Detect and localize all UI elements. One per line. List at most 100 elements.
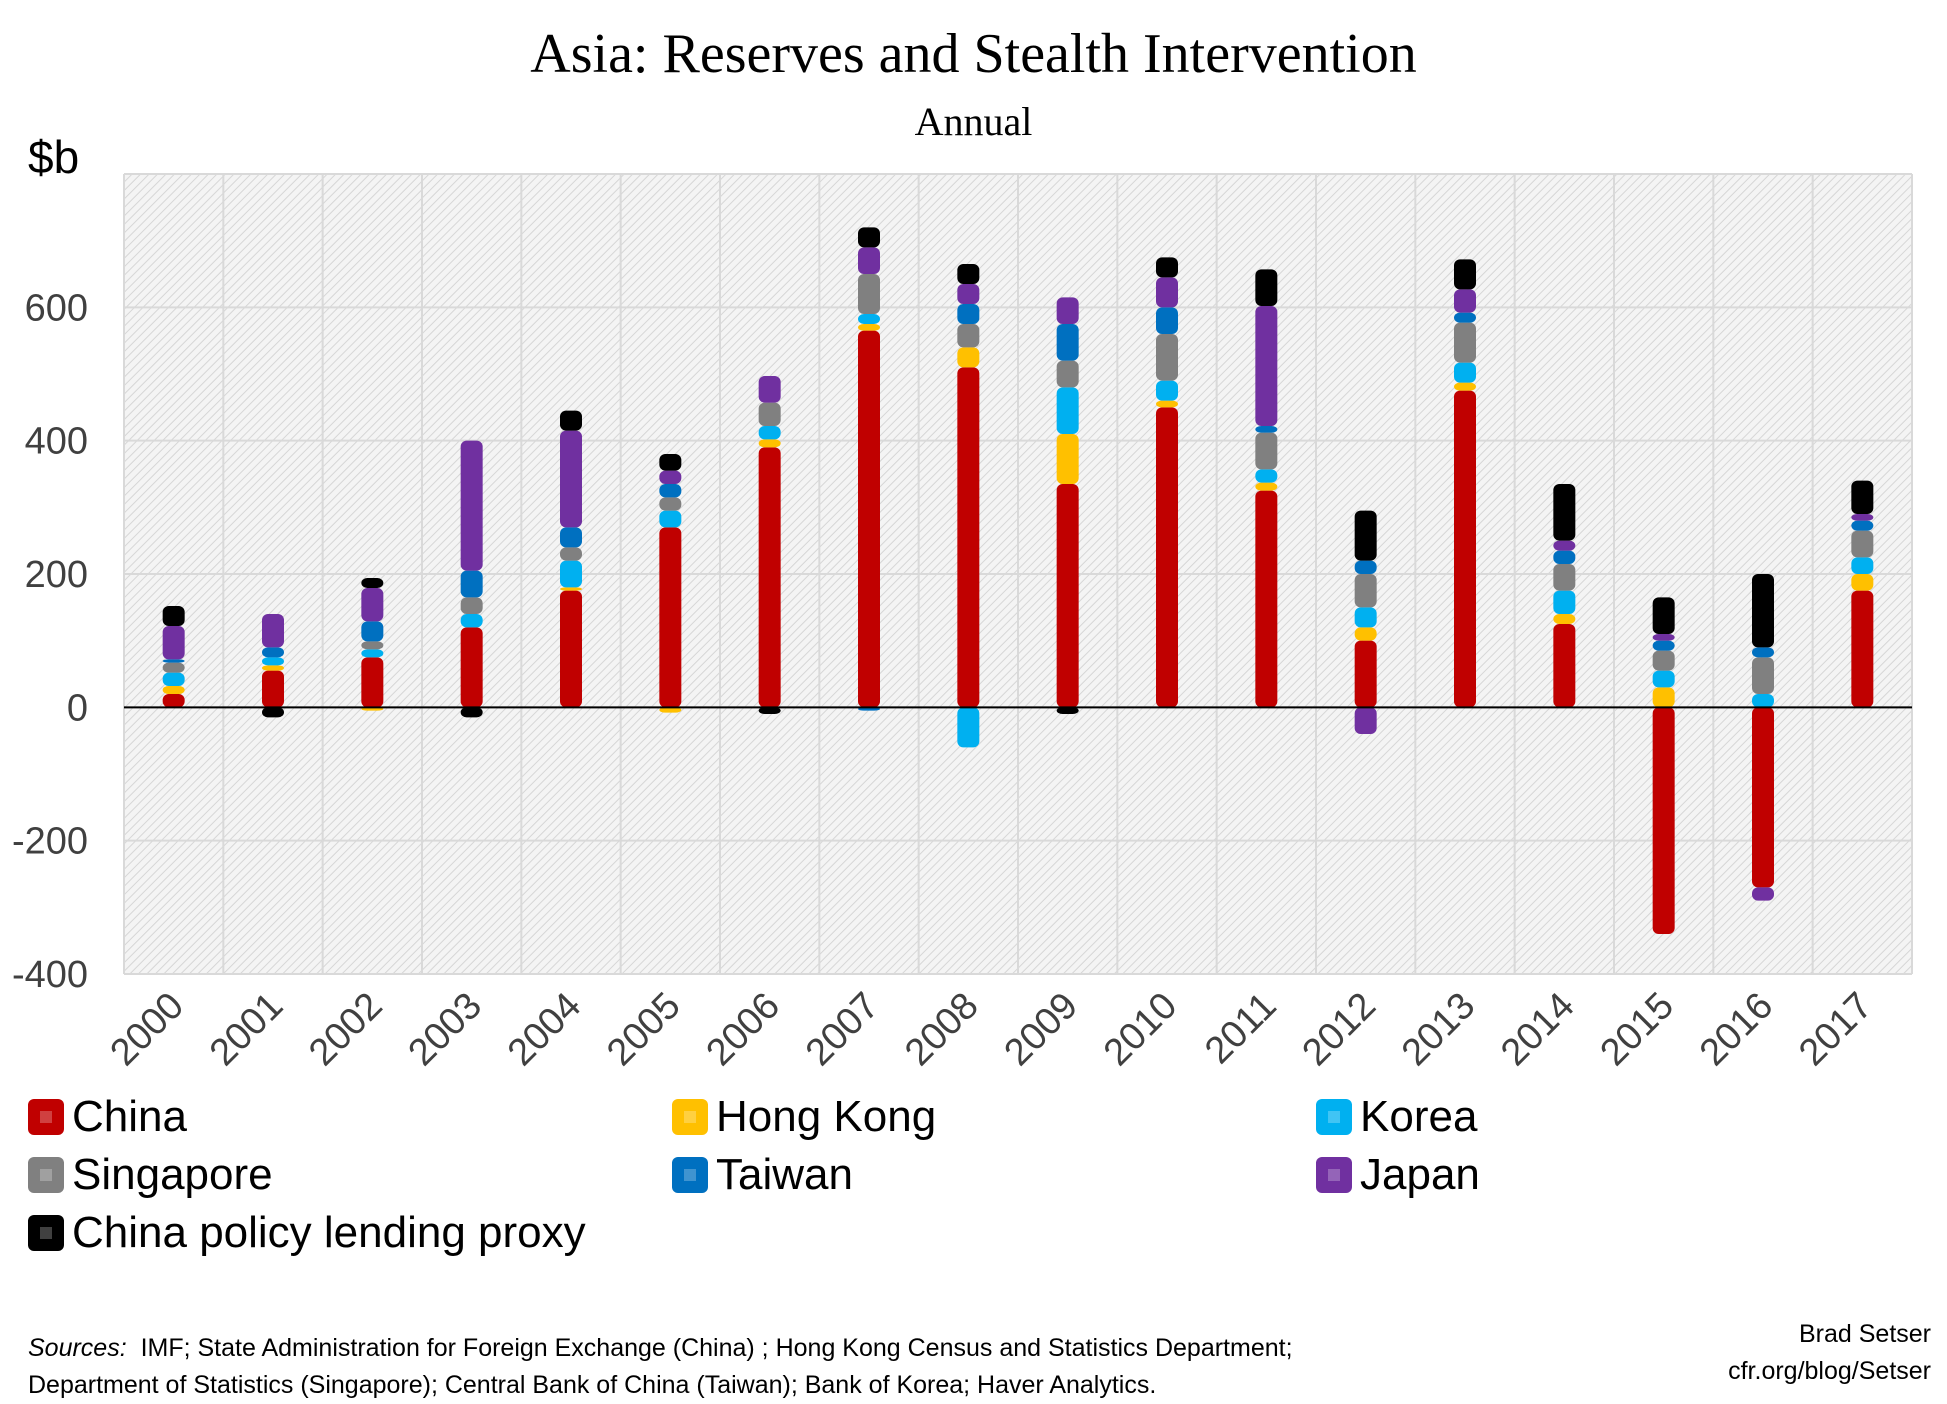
bar-segment [858,227,880,248]
legend-swatch [672,1157,708,1193]
x-tick-label: 2011 [1197,985,1284,1072]
bar-segment [858,314,880,324]
x-tick-label: 2017 [1791,985,1880,1074]
bar-segment [1255,482,1278,491]
bar-segment [1156,407,1178,708]
sources-line-2: Department of Statistics (Singapore); Ce… [28,1371,1157,1399]
bar-segment [162,672,185,686]
bar-segment [1354,607,1377,628]
bar-segment [560,410,582,431]
bar-segment [1652,597,1675,634]
bar-segment [758,439,781,448]
bar-segment [957,347,980,368]
bar-segment [460,614,483,628]
bar-segment [361,657,384,708]
legend-item: Japan [1316,1150,1480,1200]
bar-segment [560,527,582,548]
bar-segment [1454,322,1476,363]
bar-segment [162,662,185,673]
bar-segment [1255,269,1278,306]
bar-segment [361,621,384,642]
bar-segment [162,606,185,626]
x-tick-label: 2000 [103,985,192,1074]
bar-segment [1454,312,1476,323]
x-tick-label: 2016 [1692,985,1781,1074]
bar-segment [460,597,483,614]
bar-segment [1056,434,1079,484]
bar-segment [758,447,781,708]
legend-swatch [28,1215,64,1251]
bar-segment [1354,574,1377,608]
bar-segment [1752,707,1774,888]
x-tick-label: 2009 [997,985,1086,1074]
legend-item: China [28,1092,187,1142]
bar-segment [361,649,384,658]
bar-segment [957,367,980,708]
bar-segment [1454,362,1476,383]
bar-segment [1156,334,1178,381]
bar-segment [1652,650,1675,671]
bar-segment [1851,514,1874,521]
bar-segment [858,247,880,274]
bar-segment [1652,670,1675,688]
legend-item: Taiwan [672,1150,853,1200]
bar-segment [1752,657,1774,694]
legend-label: Korea [1360,1092,1478,1141]
bar-segment [262,665,284,671]
bar-segment [1354,640,1377,708]
legend-swatch [28,1099,64,1135]
bar-segment [1553,590,1576,614]
bar-segment [361,578,384,588]
x-tick-label: 2004 [500,985,589,1074]
bar-segment [659,497,682,511]
bar-segment [262,614,284,648]
x-tick-label: 2006 [699,985,788,1074]
bar-segment [1851,557,1874,574]
bar-segment [957,264,980,284]
bar-segment [1851,480,1874,514]
bar-segment [162,626,185,660]
bar-segment [1851,574,1874,591]
bar-segment [1156,307,1178,334]
blog-url: cfr.org/blog/Setser [1728,1357,1931,1385]
bar-segment [957,707,980,748]
x-tick-label: 2012 [1295,985,1384,1074]
legend-swatch [28,1157,64,1193]
bar-segment [262,657,284,666]
x-tick-label: 2007 [798,985,887,1074]
bar-segment [560,560,582,588]
bar-segment [957,304,980,324]
legend-swatch [672,1099,708,1135]
bar-segment [162,659,185,663]
bar-segment [659,484,682,498]
bar-segment [1255,306,1278,426]
bar-segment [1752,694,1774,708]
x-tick-label: 2015 [1593,985,1682,1074]
bar-segment [858,324,880,331]
bar-segment [1156,380,1178,401]
legend-label: Singapore [72,1150,273,1199]
chart-title: Asia: Reserves and Stealth Intervention [530,23,1417,85]
bar-segment [1553,484,1576,541]
bar-segment [1354,510,1377,561]
bar-segment [1056,707,1079,714]
x-tick-label: 2005 [599,985,688,1074]
bar-segment [262,670,284,708]
bar-segment [560,430,582,528]
bar-segment [1056,387,1079,434]
y-tick-label: 400 [25,421,88,463]
bar-segment [1354,707,1377,734]
bar-segment [659,510,682,528]
bar-segment [1454,390,1476,708]
bar-segment [1553,624,1576,708]
x-tick-label: 2002 [301,985,390,1074]
bar-segment [1255,469,1278,483]
bar-segment [460,627,483,708]
bar-segment [560,590,582,708]
bar-segment [1553,614,1576,624]
legend-swatch [1316,1099,1352,1135]
y-tick-label: -400 [12,954,88,996]
bar-segment [1056,324,1079,361]
bar-segment [1851,590,1874,708]
bar-segment [1752,887,1774,901]
